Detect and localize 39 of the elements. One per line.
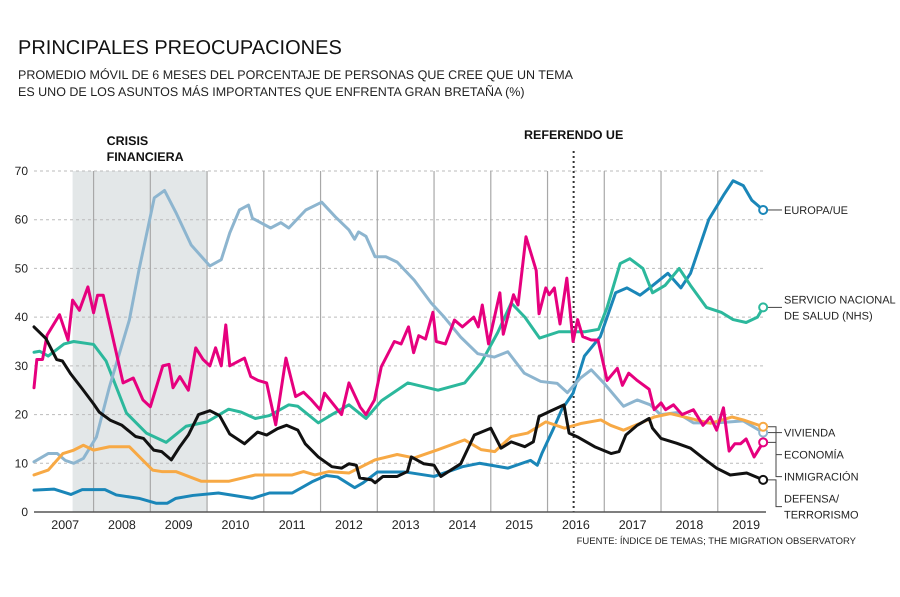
text: INMIGRACIÓN [784, 472, 859, 484]
series-label: VIVIENDA [784, 428, 836, 440]
y-tick-label: 0 [21, 505, 28, 519]
point [758, 474, 768, 485]
y-tick-label: 20 [14, 408, 28, 422]
end-label: SERVICIO NACIONAL DE SALUD (NHS) [758, 294, 896, 322]
x-tick-label: 2012 [335, 518, 363, 532]
ref-line-label: REFERENDO UE [524, 128, 624, 142]
x-tick-label: 2017 [618, 518, 647, 532]
y-tick-label: 10 [14, 456, 28, 470]
x-tick-label: 2014 [448, 518, 476, 532]
point [758, 422, 768, 432]
x-tick-label: 2009 [164, 518, 193, 532]
x-tick-label: 2013 [392, 518, 420, 532]
y-tick-label: 30 [14, 358, 28, 373]
band-label: CRISIS FINANCIERA [106, 134, 184, 164]
x-tick-label: 2007 [51, 518, 80, 532]
chart-title: PRINCIPALES PREOCUPACIONES [18, 37, 342, 59]
point [758, 437, 768, 448]
x-tick-label: 2011 [278, 518, 306, 532]
y-tick-label: 40 [14, 310, 28, 324]
series-label: SERVICIO NACIONAL DE SALUD (NHS) [784, 294, 896, 322]
x-tick-label: 2008 [108, 518, 136, 532]
y-tick-label: 70 [14, 164, 28, 178]
end-label: EUROPA/UE [758, 204, 848, 217]
x-tick-label: 2018 [675, 518, 704, 532]
point [758, 204, 768, 215]
x-tick-label: 2019 [732, 518, 760, 532]
text: ECONOMÍA [784, 450, 844, 462]
x-tick-label: 2015 [505, 518, 534, 532]
chart-subtitle: PROMEDIO MÓVIL DE 6 MESES DEL PORCENTAJE DE PERSONAS QUE CREE QUE UN TEMA ES UNO DE LOS ASUNTOS MÁS IMPORTANTES QUE ENFRENTA GRAN BRETAÑA (%) [18, 68, 574, 99]
x-tick-label: 2016 [562, 518, 590, 532]
x-tick-label: 2010 [222, 518, 250, 532]
point [758, 302, 768, 312]
series-label: DEFENSA/ TERRORISMO [784, 494, 859, 522]
series-label: EUROPA/UE [784, 204, 848, 217]
source-note: FUENTE: ÍNDICE DE TEMAS; THE MIGRATION OBSERVATORY [576, 535, 857, 547]
y-tick-label: 50 [14, 261, 28, 276]
y-tick-label: 60 [14, 212, 28, 227]
